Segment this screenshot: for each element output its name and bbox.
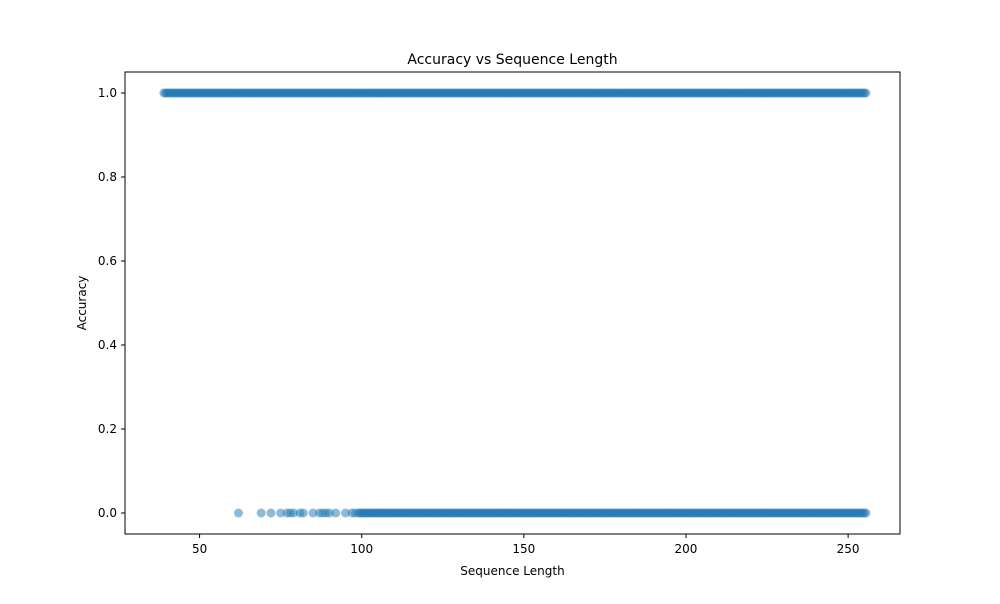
data-point-accuracy-0 xyxy=(289,508,299,518)
x-axis-ticks: 50 100 150 200 250 xyxy=(192,534,860,556)
y-tick-label: 0.2 xyxy=(98,422,117,436)
x-tick-label: 250 xyxy=(837,542,860,556)
data-point-accuracy-0 xyxy=(308,508,318,518)
data-point-accuracy-0 xyxy=(324,508,334,518)
y-axis-ticks: 0.0 0.2 0.4 0.6 0.8 1.0 xyxy=(98,86,125,520)
x-tick-label: 50 xyxy=(192,542,207,556)
y-tick-label: 0.0 xyxy=(98,506,117,520)
data-point-accuracy-0 xyxy=(276,508,286,518)
x-tick-label: 100 xyxy=(350,542,373,556)
data-point-accuracy-0 xyxy=(266,508,276,518)
data-point-accuracy-0 xyxy=(331,508,341,518)
y-tick-label: 0.6 xyxy=(98,254,117,268)
y-tick-label: 0.8 xyxy=(98,170,117,184)
data-point-accuracy-1 xyxy=(861,88,871,98)
y-axis-label: Accuracy xyxy=(75,276,89,331)
y-tick-label: 0.4 xyxy=(98,338,117,352)
x-axis-label: Sequence Length xyxy=(460,564,564,578)
x-tick-label: 200 xyxy=(675,542,698,556)
data-point-accuracy-0 xyxy=(233,508,243,518)
data-point-accuracy-0 xyxy=(256,508,266,518)
data-point-accuracy-0 xyxy=(341,508,350,518)
chart-title: Accuracy vs Sequence Length xyxy=(407,52,617,68)
data-point-accuracy-0 xyxy=(861,508,871,518)
plot-frame xyxy=(124,71,901,535)
data-points xyxy=(159,88,871,518)
y-tick-label: 1.0 xyxy=(98,86,117,100)
data-point-accuracy-0 xyxy=(298,508,308,518)
x-tick-label: 150 xyxy=(512,542,535,556)
